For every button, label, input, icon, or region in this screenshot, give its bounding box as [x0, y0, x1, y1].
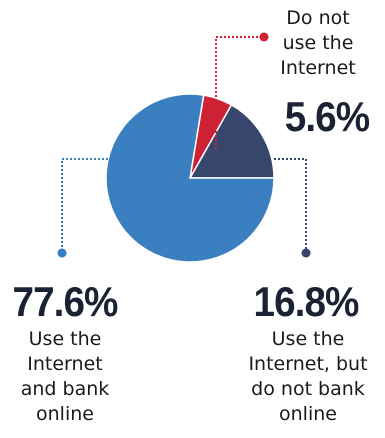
- leader-no-internet: [215, 36, 264, 149]
- pie-slices: [105, 93, 275, 263]
- label-bank-online-line-1: Use the: [28, 328, 102, 350]
- value-no-bank: 16.8%: [253, 278, 360, 325]
- value-no-internet: 5.6%: [284, 93, 370, 140]
- label-no-internet: Do not use the Internet: [262, 6, 374, 81]
- label-no-internet-line-3: Internet: [280, 57, 356, 79]
- label-no-bank-line-1: Use the: [271, 328, 345, 350]
- label-bank-online-line-4: online: [36, 403, 94, 425]
- slice-bank-online: [105, 93, 275, 263]
- leader-no-bank: [274, 158, 307, 253]
- label-no-bank-line-4: online: [279, 403, 337, 425]
- label-bank-online-line-2: Internet: [27, 353, 103, 375]
- value-bank-online: 77.6%: [12, 278, 119, 325]
- leader-no-bank-marker: [301, 248, 311, 258]
- label-no-internet-line-2: use the: [282, 32, 354, 54]
- label-no-internet-line-1: Do not: [286, 7, 350, 29]
- leader-no-internet-marker: [259, 32, 269, 42]
- label-no-bank-line-3: do not bank: [251, 378, 365, 400]
- leader-lines: [57, 32, 311, 258]
- leader-bank-online-marker: [57, 248, 67, 258]
- label-no-bank: Use the Internet, but do not bank online: [236, 327, 380, 427]
- leader-bank-online: [61, 158, 108, 253]
- label-bank-online-line-3: and bank: [20, 378, 110, 400]
- slice-no-bank: [188, 103, 275, 179]
- label-no-bank-line-2: Internet, but: [248, 353, 368, 375]
- label-bank-online: Use the Internet and bank online: [5, 327, 125, 427]
